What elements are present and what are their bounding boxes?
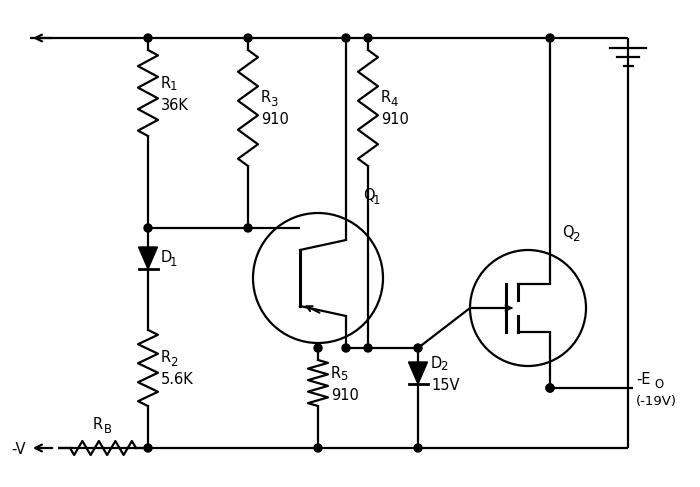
Text: R: R (161, 75, 171, 91)
Circle shape (314, 444, 322, 452)
Text: B: B (104, 423, 112, 436)
Circle shape (342, 34, 350, 42)
Polygon shape (139, 247, 158, 269)
Circle shape (144, 444, 152, 452)
Text: 2: 2 (572, 231, 580, 244)
Circle shape (546, 34, 554, 42)
Text: R: R (381, 91, 391, 106)
Circle shape (546, 384, 554, 392)
Circle shape (144, 34, 152, 42)
Circle shape (144, 224, 152, 232)
Text: 36K: 36K (161, 97, 189, 112)
Text: R: R (331, 366, 341, 380)
Text: R: R (93, 417, 103, 432)
Text: 1: 1 (170, 256, 178, 268)
Circle shape (414, 344, 422, 352)
Circle shape (546, 384, 554, 392)
Circle shape (414, 444, 422, 452)
Text: 4: 4 (390, 95, 398, 109)
Text: 5.6K: 5.6K (161, 373, 194, 388)
Circle shape (314, 344, 322, 352)
Text: R: R (161, 351, 171, 366)
Circle shape (364, 344, 372, 352)
Text: 3: 3 (270, 95, 277, 109)
Circle shape (364, 34, 372, 42)
Text: D: D (161, 250, 172, 265)
Text: (-19V): (-19V) (636, 395, 677, 409)
Text: 910: 910 (261, 112, 289, 128)
Text: 2: 2 (440, 360, 447, 374)
Text: O: O (654, 377, 663, 391)
Text: D: D (431, 356, 442, 371)
Text: 2: 2 (170, 356, 177, 369)
Text: -E: -E (636, 373, 650, 388)
Text: 15V: 15V (431, 377, 459, 393)
Circle shape (342, 344, 350, 352)
Text: R: R (261, 91, 271, 106)
Text: 1: 1 (170, 80, 178, 94)
Text: 910: 910 (331, 388, 359, 402)
Polygon shape (409, 362, 428, 384)
Text: Q: Q (562, 225, 573, 240)
Circle shape (244, 224, 252, 232)
Text: -V: -V (11, 443, 26, 457)
Text: 1: 1 (373, 194, 381, 207)
Text: Q: Q (363, 188, 374, 203)
Circle shape (244, 34, 252, 42)
Text: 5: 5 (340, 371, 347, 383)
Text: 910: 910 (381, 112, 409, 128)
